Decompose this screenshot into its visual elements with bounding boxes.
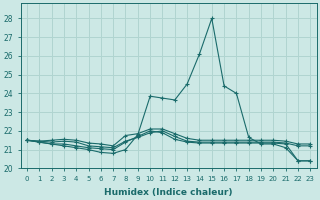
X-axis label: Humidex (Indice chaleur): Humidex (Indice chaleur) bbox=[104, 188, 233, 197]
